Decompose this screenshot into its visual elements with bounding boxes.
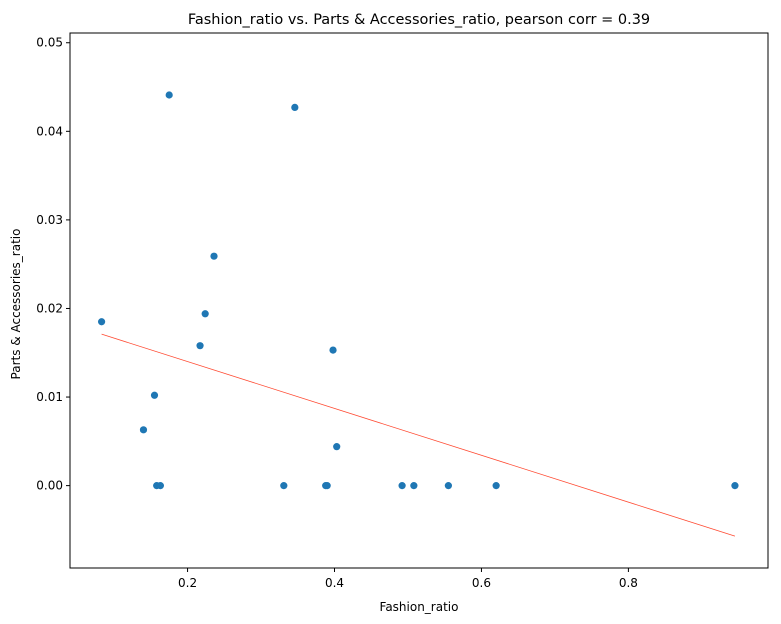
y-axis-label: Parts & Accessories_ratio xyxy=(9,229,23,380)
scatter-point xyxy=(398,482,406,490)
scatter-point xyxy=(323,482,331,490)
scatter-point xyxy=(280,482,288,490)
scatter-point xyxy=(410,482,418,490)
plot-area xyxy=(97,91,739,537)
x-tick-label: 0.8 xyxy=(619,576,638,590)
scatter-point xyxy=(444,482,452,490)
y-tick-label: 0.02 xyxy=(36,301,63,315)
scatter-point xyxy=(196,342,204,350)
scatter-point xyxy=(492,482,500,490)
scatter-point xyxy=(731,482,739,490)
scatter-point xyxy=(97,318,106,326)
scatter-point xyxy=(201,310,209,318)
axis-ticks: 0.2 0.4 0.6 0.8 0.00 0.01 0.02 0.03 0.04 0.05 xyxy=(36,36,638,590)
chart-title: Fashion_ratio vs. Parts & Accessories_ra… xyxy=(188,12,650,28)
trend-line xyxy=(101,333,736,537)
x-tick-label: 0.4 xyxy=(325,576,344,590)
scatter-point xyxy=(165,91,173,99)
y-tick-label: 0.04 xyxy=(36,124,63,138)
x-tick-label: 0.6 xyxy=(472,576,491,590)
axes-frame xyxy=(69,32,769,569)
y-tick-label: 0.01 xyxy=(36,390,63,404)
y-tick-label: 0.00 xyxy=(36,479,63,493)
y-tick-label: 0.03 xyxy=(36,213,63,227)
x-axis-label: Fashion_ratio xyxy=(380,600,459,614)
scatter-point xyxy=(333,443,341,451)
scatter-point xyxy=(150,391,159,399)
y-tick-label: 0.05 xyxy=(36,36,63,50)
scatter-point xyxy=(329,346,337,354)
x-tick-label: 0.2 xyxy=(178,576,197,590)
scatter-point xyxy=(139,426,148,434)
scatter-point xyxy=(156,482,164,490)
scatter-point xyxy=(291,103,299,112)
scatter-point xyxy=(210,252,218,260)
